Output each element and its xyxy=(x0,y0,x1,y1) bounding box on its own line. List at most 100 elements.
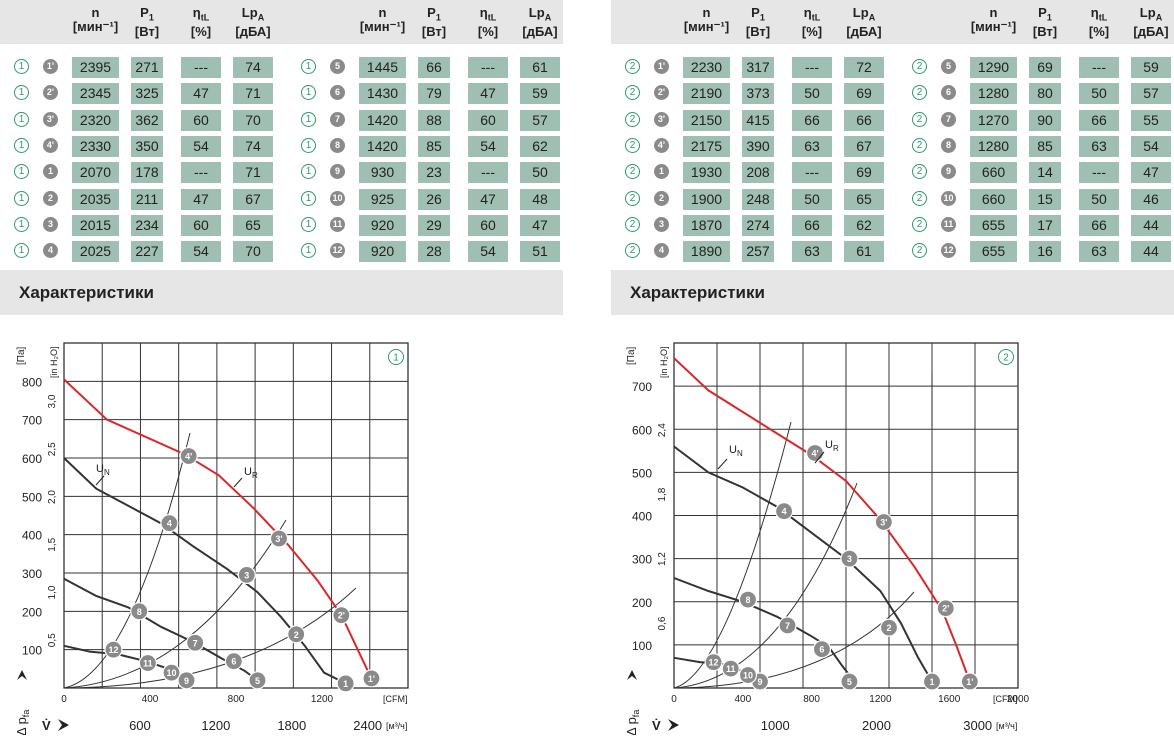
cell-eta: 66 xyxy=(1079,214,1119,236)
x-unit-label: [CFM] xyxy=(993,694,1018,704)
cell-lp: 70 xyxy=(233,241,273,263)
y2-tick-label: 0,6 xyxy=(657,616,668,630)
x2-tick-label: 1200 xyxy=(201,718,230,733)
operating-point-label: 12 xyxy=(709,658,719,668)
cell-lp: 70 xyxy=(233,109,273,131)
point-marker: 6 xyxy=(941,85,956,101)
table-row: 1 4' 2330 350 54 74 xyxy=(0,134,563,160)
operating-point-label: 11 xyxy=(143,659,153,669)
cell-eta: 50 xyxy=(792,83,832,105)
header-n-2: n [мин⁻¹] xyxy=(359,5,406,34)
cell-lp: 69 xyxy=(844,83,884,105)
point-marker: 7 xyxy=(941,111,956,127)
operating-point-label: 4 xyxy=(167,519,172,529)
table-row: 1 2 2035 211 47 67 xyxy=(0,187,563,213)
point-marker: 2 xyxy=(654,190,669,206)
operating-point-label: 4 xyxy=(782,507,787,517)
cell-lp: 44 xyxy=(1131,241,1171,263)
cell-eta: 66 xyxy=(1079,109,1119,131)
x-unit-label: [CFM] xyxy=(383,694,408,704)
cell-n: 660 xyxy=(970,162,1017,184)
curve-marker: 1 xyxy=(301,85,316,101)
cell-p: 29 xyxy=(418,214,450,236)
cell-lp: 50 xyxy=(520,162,560,184)
operating-point-label: 12 xyxy=(108,645,118,655)
header-lp-2: LpA [дБА] xyxy=(1133,5,1169,39)
table-row: 2 9 660 14 --- 47 xyxy=(611,160,1174,186)
system-resistance-curve xyxy=(63,432,191,689)
y-tick-label: 100 xyxy=(22,644,42,658)
point-marker: 4' xyxy=(654,137,669,153)
operating-point: 4' xyxy=(179,446,198,466)
point-marker: 5 xyxy=(330,59,345,74)
curve-badge-label: 2 xyxy=(1003,353,1009,364)
system-resistance-curve xyxy=(673,482,858,689)
table-header: n [мин⁻¹] P1 [Вт] ηtL [%] LpA [дБА] n [мин⁻¹] P1 [В… xyxy=(611,0,1174,44)
cell-eta: 54 xyxy=(468,241,508,263)
x-axis-title: V̇ xyxy=(652,718,661,733)
operating-point-label: 1' xyxy=(966,677,973,687)
curve-marker: 2 xyxy=(625,137,640,153)
table-row: 1 3 2015 234 60 65 xyxy=(0,213,563,239)
operating-point: 4 xyxy=(160,514,179,533)
operating-point: 10 xyxy=(738,665,758,685)
cell-n: 1280 xyxy=(970,83,1017,105)
y2-tick-label: 1,8 xyxy=(657,487,668,501)
cell-p: 80 xyxy=(1029,83,1061,105)
table-row: 2 4 1890 257 63 61 xyxy=(611,239,1174,265)
point-marker: 5 xyxy=(941,59,956,74)
operating-point-label: 3' xyxy=(275,534,282,544)
cell-eta: --- xyxy=(468,57,508,78)
operating-point: 6 xyxy=(812,640,832,659)
cell-n: 1430 xyxy=(359,83,406,105)
cell-eta: --- xyxy=(1079,162,1119,184)
cell-n: 2320 xyxy=(72,109,119,131)
y-tick-label: 300 xyxy=(22,567,42,581)
cell-eta: 50 xyxy=(1079,83,1119,105)
header-lp-2: LpA [дБА] xyxy=(522,5,558,39)
cell-n: 660 xyxy=(970,188,1017,210)
x-tick-label: 800 xyxy=(228,694,245,705)
curve-marker: 2 xyxy=(912,85,927,101)
header-n-2: n [мин⁻¹] xyxy=(970,5,1017,34)
y2-tick-label: 3,0 xyxy=(47,394,58,408)
header-eta-1: ηtL [%] xyxy=(190,5,212,39)
series-line-2 xyxy=(63,577,259,682)
cell-n: 655 xyxy=(970,214,1017,236)
operating-point-label: 4' xyxy=(185,452,192,462)
cell-lp: 65 xyxy=(233,214,273,236)
y-tick-label: 400 xyxy=(632,510,652,524)
curve-marker: 2 xyxy=(912,243,927,259)
operating-point-label: 7 xyxy=(785,621,790,631)
operating-point: 7 xyxy=(778,616,797,635)
operating-point: 4 xyxy=(774,502,794,521)
cell-n: 2035 xyxy=(72,188,119,210)
operating-point: 5 xyxy=(840,672,859,691)
point-marker: 10 xyxy=(330,190,345,206)
point-marker: 4 xyxy=(654,243,669,259)
y-tick-label: 500 xyxy=(22,490,42,504)
y2-tick-label: 1,0 xyxy=(47,585,58,599)
cell-p: 227 xyxy=(131,241,163,263)
point-marker: 3 xyxy=(654,216,669,232)
cell-lp: 69 xyxy=(844,162,884,184)
cell-eta: 60 xyxy=(181,109,221,131)
operating-point: 11 xyxy=(138,653,157,673)
cell-lp: 51 xyxy=(520,241,560,263)
cell-n: 925 xyxy=(359,188,406,210)
x-tick-label: 400 xyxy=(734,694,751,705)
cell-p: 373 xyxy=(742,83,774,105)
cell-eta: 63 xyxy=(1079,241,1119,263)
point-marker: 1 xyxy=(43,164,58,180)
curve-marker: 1 xyxy=(301,59,316,74)
series-line-0 xyxy=(63,378,373,679)
table-row: 2 12 655 16 63 44 xyxy=(611,239,1174,265)
cell-eta: --- xyxy=(181,57,221,78)
curve-marker: 2 xyxy=(912,190,927,206)
operating-point-label: 1 xyxy=(343,679,348,689)
operating-point-label: 7 xyxy=(193,638,198,648)
table-row: 2 4' 2175 390 63 67 xyxy=(611,134,1174,160)
operating-point-label: 8 xyxy=(745,595,750,605)
table-row: 2 2' 2190 373 50 69 xyxy=(611,81,1174,107)
